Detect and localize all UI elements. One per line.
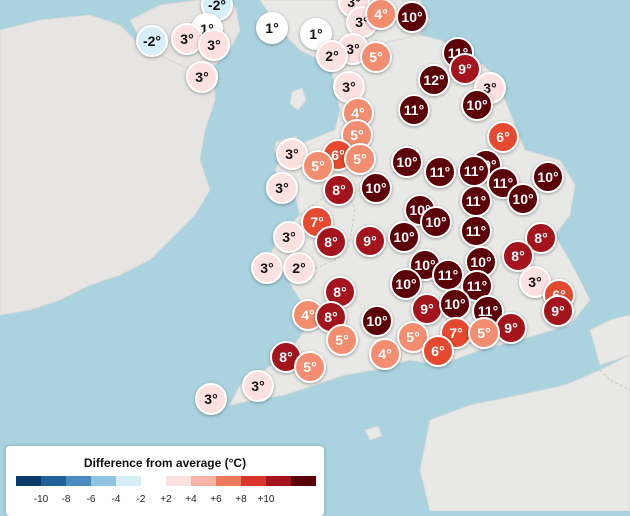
- legend-ticks: -10 -8 -6 -4 -2 +2 +4 +6 +8 +10: [16, 494, 316, 508]
- temperature-marker[interactable]: -2°: [136, 25, 168, 57]
- temperature-marker[interactable]: 8°: [315, 226, 347, 258]
- temperature-marker[interactable]: 2°: [316, 40, 348, 72]
- legend-tick-label: +6: [210, 494, 222, 505]
- legend-tick-label: +4: [185, 494, 197, 505]
- temperature-marker[interactable]: 12°: [418, 64, 450, 96]
- channel-islands: [364, 425, 383, 441]
- france-landmass: [419, 354, 630, 511]
- legend-tick-label: +2: [160, 494, 172, 505]
- legend-tick-label: -10: [33, 494, 49, 505]
- legend-swatch: [116, 476, 141, 486]
- legend: Difference from average (°C) -10 -8 -6 -4 -2…: [6, 446, 324, 516]
- temperature-marker[interactable]: 4°: [365, 0, 397, 30]
- legend-swatch: [266, 476, 291, 486]
- legend-swatch: [191, 476, 216, 486]
- temperature-marker[interactable]: 8°: [502, 240, 534, 272]
- temperature-marker[interactable]: 5°: [326, 324, 358, 356]
- legend-tick-label: -4: [111, 494, 121, 505]
- temperature-marker[interactable]: 5°: [302, 150, 334, 182]
- temperature-marker[interactable]: 9°: [449, 53, 481, 85]
- temperature-marker[interactable]: 1°: [300, 18, 332, 50]
- wales-border: [299, 184, 356, 276]
- ireland-landmass: [0, 14, 216, 316]
- legend-swatch: [91, 476, 116, 486]
- legend-tick-label: -2: [136, 494, 146, 505]
- legend-swatch: [166, 476, 191, 486]
- temperature-marker[interactable]: 9°: [411, 293, 443, 325]
- legend-tick-label: -8: [61, 494, 71, 505]
- belgium-coast: [589, 314, 630, 366]
- temperature-marker[interactable]: 10°: [461, 89, 493, 121]
- temperature-marker[interactable]: 10°: [390, 268, 422, 300]
- isle-of-man: [289, 87, 307, 111]
- temperature-marker[interactable]: 10°: [396, 1, 428, 33]
- temperature-marker[interactable]: 8°: [323, 174, 355, 206]
- legend-tick-label: +8: [235, 494, 247, 505]
- temperature-marker[interactable]: 11°: [424, 156, 456, 188]
- temperature-marker[interactable]: 10°: [391, 146, 423, 178]
- temperature-marker[interactable]: 3°: [242, 370, 274, 402]
- temperature-marker[interactable]: 9°: [495, 312, 527, 344]
- temperature-marker[interactable]: 3°: [171, 23, 203, 55]
- temperature-marker[interactable]: 2°: [283, 252, 315, 284]
- temperature-marker[interactable]: 10°: [388, 221, 420, 253]
- temperature-marker[interactable]: 10°: [360, 172, 392, 204]
- temperature-marker[interactable]: 9°: [542, 295, 574, 327]
- temperature-marker[interactable]: 1°: [256, 12, 288, 44]
- temperature-marker[interactable]: 3°: [251, 252, 283, 284]
- temperature-marker[interactable]: 10°: [507, 183, 539, 215]
- legend-swatch: [241, 476, 266, 486]
- legend-swatch: [66, 476, 91, 486]
- temperature-marker[interactable]: 11°: [460, 185, 492, 217]
- temperature-marker[interactable]: 5°: [344, 143, 376, 175]
- temperature-marker[interactable]: 10°: [439, 288, 471, 320]
- temperature-marker[interactable]: 3°: [186, 61, 218, 93]
- temperature-marker[interactable]: 11°: [398, 94, 430, 126]
- temperature-marker[interactable]: 6°: [487, 121, 519, 153]
- temperature-marker[interactable]: 10°: [420, 206, 452, 238]
- legend-tick-label: +10: [257, 494, 275, 505]
- legend-color-bar: [16, 476, 316, 486]
- temperature-marker[interactable]: 10°: [532, 161, 564, 193]
- temperature-marker[interactable]: 11°: [432, 259, 464, 291]
- temperature-marker[interactable]: 3°: [195, 383, 227, 415]
- temperature-marker[interactable]: 3°: [266, 172, 298, 204]
- temperature-marker[interactable]: 8°: [525, 222, 557, 254]
- legend-swatch: [216, 476, 241, 486]
- legend-title: Difference from average (°C): [83, 456, 247, 470]
- legend-swatch: [141, 476, 166, 486]
- temperature-marker[interactable]: 5°: [468, 317, 500, 349]
- temperature-marker[interactable]: 6°: [422, 335, 454, 367]
- temperature-marker[interactable]: 5°: [294, 351, 326, 383]
- temperature-marker[interactable]: 11°: [458, 155, 490, 187]
- temperature-marker[interactable]: 11°: [460, 215, 492, 247]
- temperature-marker[interactable]: 8°: [324, 276, 356, 308]
- temperature-marker[interactable]: 9°: [354, 225, 386, 257]
- legend-tick-label: -6: [86, 494, 96, 505]
- temperature-marker[interactable]: 5°: [360, 41, 392, 73]
- legend-swatch: [41, 476, 66, 486]
- legend-swatch: [291, 476, 316, 486]
- legend-swatch: [16, 476, 41, 486]
- temperature-marker[interactable]: 7°: [440, 317, 472, 349]
- temperature-marker[interactable]: 3°: [198, 29, 230, 61]
- temperature-marker[interactable]: 10°: [361, 305, 393, 337]
- temperature-marker[interactable]: 3°: [273, 221, 305, 253]
- temperature-marker[interactable]: 4°: [369, 338, 401, 370]
